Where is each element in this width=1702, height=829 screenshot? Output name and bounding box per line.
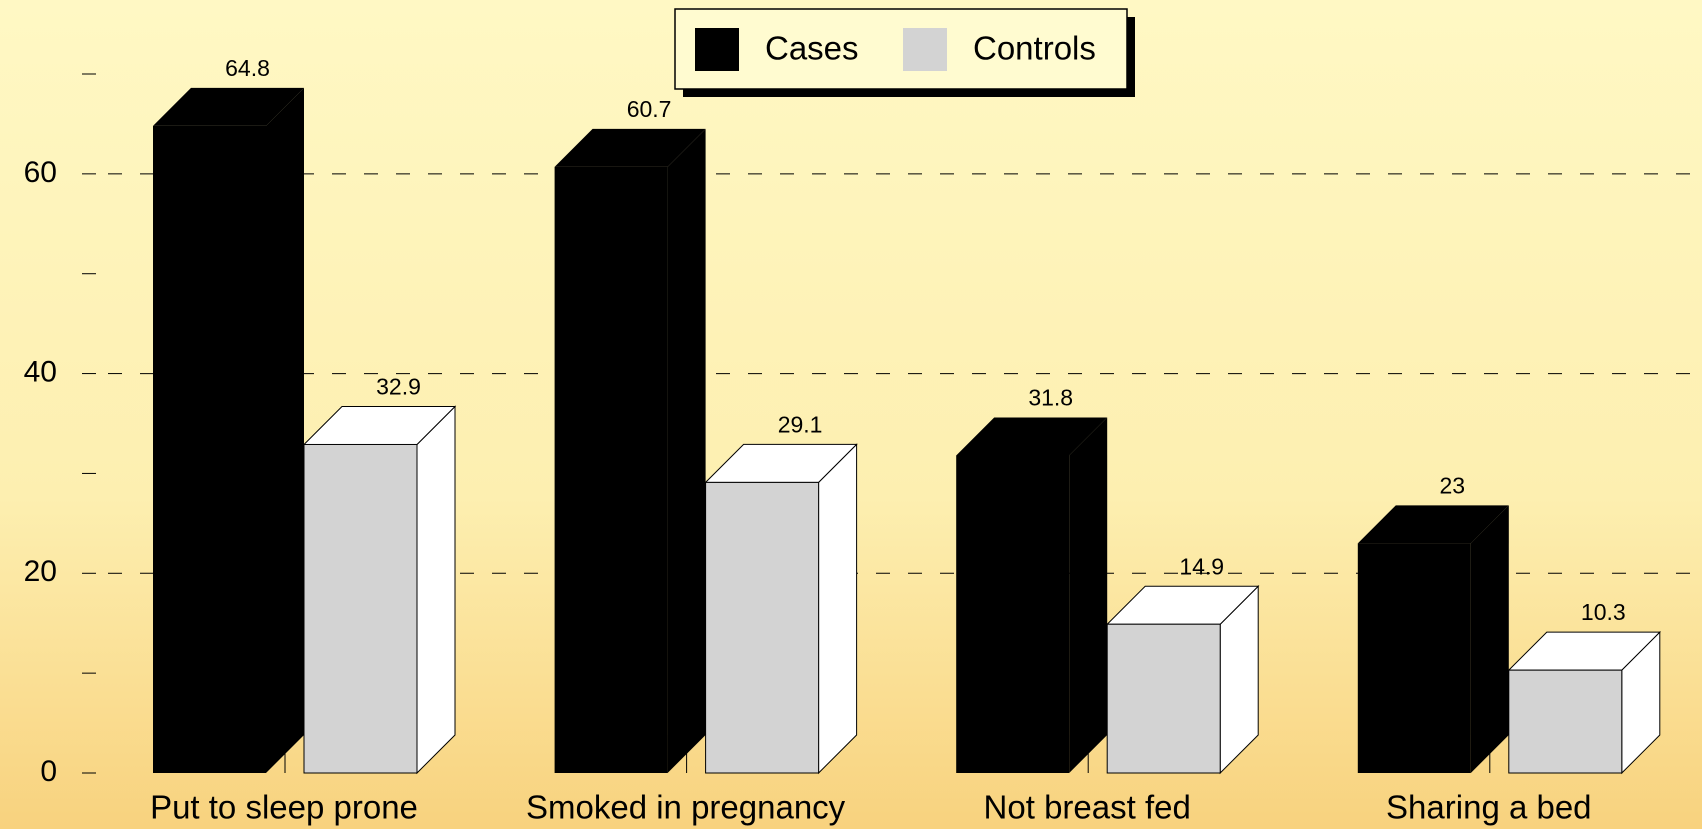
bar bbox=[303, 443, 418, 774]
bar-3d bbox=[153, 87, 304, 773]
bar-3d bbox=[1507, 630, 1662, 775]
value-label: 29.1 bbox=[778, 411, 823, 437]
bar-side bbox=[667, 128, 706, 774]
bar-top bbox=[956, 417, 1108, 456]
legend: Cases Controls bbox=[674, 8, 1135, 97]
bar-side bbox=[818, 443, 858, 775]
bar-side bbox=[416, 405, 456, 775]
bar-3d bbox=[302, 405, 457, 775]
bar-3d bbox=[554, 128, 706, 774]
bar-3d bbox=[704, 443, 858, 775]
bar-top bbox=[554, 128, 706, 167]
legend-label: Cases bbox=[765, 30, 859, 67]
value-label: 14.9 bbox=[1179, 553, 1224, 579]
value-label: 23 bbox=[1440, 472, 1466, 498]
x-tick-label: Put to sleep prone bbox=[150, 789, 418, 826]
bar-side bbox=[1069, 417, 1108, 773]
x-tick-label: Not breast fed bbox=[984, 789, 1191, 826]
bar-3d bbox=[1357, 505, 1509, 773]
x-tick-label: Smoked in pregnancy bbox=[526, 789, 846, 826]
bar-3d bbox=[1105, 585, 1260, 775]
y-tick-label: 0 bbox=[40, 755, 57, 788]
bar bbox=[1357, 543, 1471, 773]
value-label: 31.8 bbox=[1028, 385, 1073, 411]
bar-side bbox=[266, 87, 304, 773]
bar-3d bbox=[956, 417, 1108, 773]
bar bbox=[554, 166, 668, 774]
value-label: 32.9 bbox=[376, 374, 421, 400]
y-tick-label: 20 bbox=[24, 555, 57, 588]
plot-area: 0 20 40 60 64.8 32.9 Put to sleep prone 60.7 29.… bbox=[24, 55, 1702, 826]
bar bbox=[1106, 623, 1221, 774]
value-label: 10.3 bbox=[1581, 599, 1626, 625]
bar bbox=[705, 481, 820, 774]
y-tick-label: 40 bbox=[24, 355, 57, 388]
legend-label: Controls bbox=[973, 30, 1096, 67]
y-tick-label: 60 bbox=[24, 156, 57, 189]
bar bbox=[153, 125, 266, 773]
bar-top bbox=[153, 87, 304, 126]
legend-swatch bbox=[903, 28, 947, 71]
value-label: 60.7 bbox=[627, 96, 672, 122]
bar-side bbox=[1470, 505, 1509, 773]
bar bbox=[1508, 669, 1623, 774]
legend-box bbox=[674, 8, 1128, 90]
x-tick-label: Sharing a bed bbox=[1386, 789, 1592, 826]
bar bbox=[956, 455, 1070, 773]
bar-top bbox=[1357, 505, 1509, 544]
value-label: 64.8 bbox=[225, 55, 270, 81]
legend-swatch bbox=[695, 28, 739, 71]
